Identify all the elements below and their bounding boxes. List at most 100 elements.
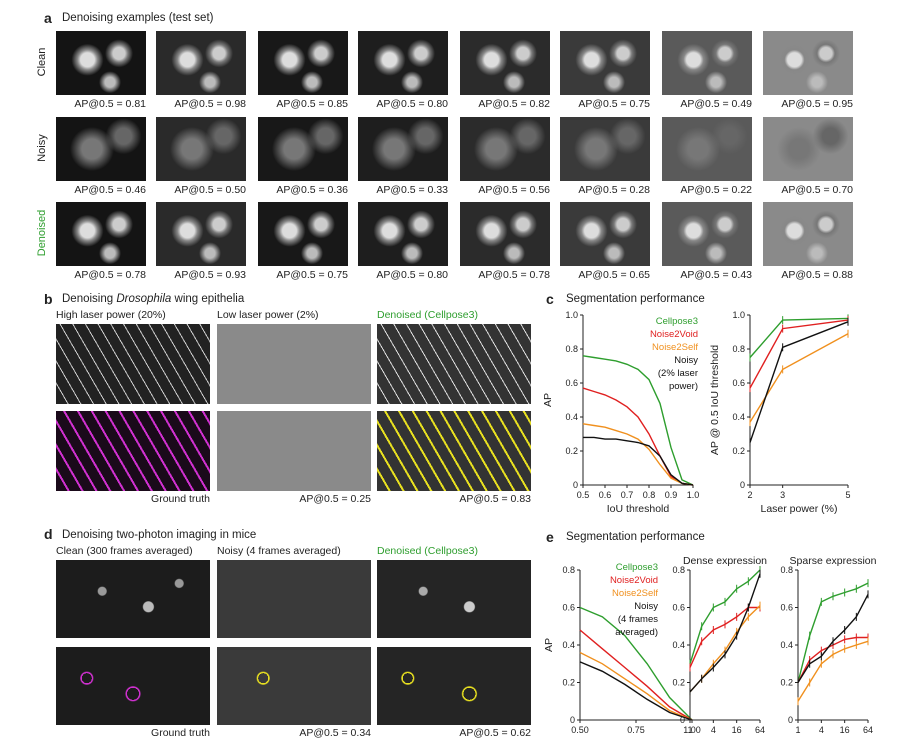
- panel-d-caption-1: Ground truth: [151, 727, 210, 739]
- chart-e-sparse-xtick-label-2: 16: [840, 725, 850, 735]
- chart-c-laser-ylabel: AP @ 0.5 IoU threshold: [709, 345, 721, 455]
- chart-c-iou-xtick-label-3: 0.8: [643, 490, 656, 500]
- panel-a-image-r1-c3: [358, 117, 448, 181]
- chart-e-iou-ytick-label-1: 0.2: [562, 678, 575, 688]
- chart-c-iou-ytick-label-3: 0.6: [565, 378, 578, 388]
- panel-e-letter: e: [546, 529, 554, 545]
- panel-a-ap-r0-c5: AP@0.5 = 0.75: [578, 98, 650, 110]
- panel-a-ap-r1-c2: AP@0.5 = 0.36: [276, 184, 348, 196]
- mouse-denoised-image: [377, 560, 531, 638]
- mouse-denoised-segmentation-overlay: [377, 647, 531, 725]
- wing-denoised-segmentation-overlay: [377, 411, 531, 491]
- panel-d-letter: d: [44, 526, 53, 542]
- panel-a-ap-r2-c7: AP@0.5 = 0.88: [781, 269, 853, 281]
- mouse-clean-image: [56, 560, 210, 638]
- wing-noisy-segmentation-overlay: [217, 411, 371, 491]
- chart-e-iou-series-0-line: [579, 606, 693, 721]
- chart-e-legend-0: Cellpose3: [616, 562, 658, 573]
- panel-a-row-label-2: Denoised: [36, 209, 48, 257]
- panel-a-row-label-0: Clean: [36, 47, 48, 77]
- chart-c-laser-ytick-label-2: 0.4: [732, 412, 745, 422]
- panel-b-title: Denoising Drosophila wing epithelia: [62, 293, 244, 305]
- chart-c-iou-xtick-label-5: 1.0: [687, 490, 700, 500]
- panel-a-image-r0-c7: [763, 31, 853, 95]
- chart-e-sparse-ytick-label-0: 0: [788, 715, 793, 725]
- panel-a-ap-r0-c1: AP@0.5 = 0.98: [174, 98, 246, 110]
- panel-a-image-r1-c4: [460, 117, 550, 181]
- panel-a-title: Denoising examples (test set): [62, 12, 214, 24]
- chart-e-dense-xtick-label-1: 4: [711, 725, 716, 735]
- panel-a-image-r0-c5: [560, 31, 650, 95]
- panel-a-image-r2-c6: [662, 202, 752, 266]
- panel-a-image-r1-c0: [56, 117, 146, 181]
- chart-c-laser-ytick-label-4: 0.8: [732, 344, 745, 354]
- chart-e-sparse-xtick-label-3: 64: [863, 725, 873, 735]
- chart-e-dense-xtick-label-0: 1: [687, 725, 692, 735]
- chart-c-laser-series-2-line: [749, 333, 849, 423]
- panel-a-image-r2-c3: [358, 202, 448, 266]
- chart-e-iou-ytick-label-0: 0: [570, 715, 575, 725]
- chart-c-iou-series-0-line: [582, 355, 694, 486]
- chart-c-iou-ytick-label-2: 0.4: [565, 412, 578, 422]
- panel-a-image-r1-c1: [156, 117, 246, 181]
- chart-c-iou-series-1-line: [582, 387, 694, 486]
- panel-a-ap-r0-c3: AP@0.5 = 0.80: [376, 98, 448, 110]
- mouse-noisy-image: [217, 560, 371, 638]
- chart-e-iou-xtick-label-1: 0.75: [627, 725, 645, 735]
- panel-a-letter: a: [44, 10, 52, 26]
- panel-a-image-r2-c0: [56, 202, 146, 266]
- panel-b-title-pre: Denoising: [62, 293, 117, 305]
- chart-c-iou-series-3-line: [583, 436, 694, 486]
- chart-e-dense-xtick-label-2: 16: [732, 725, 742, 735]
- chart-e-legend-3: Noisy: [634, 601, 658, 612]
- panel-a-image-r1-c2: [258, 117, 348, 181]
- panel-b-caption-2: AP@0.5 = 0.25: [299, 493, 371, 505]
- chart-c-iou-xtick-label-2: 0.7: [621, 490, 634, 500]
- chart-e-iou-series-2-line: [579, 651, 693, 721]
- chart-e-iou-series-1-line: [579, 629, 693, 721]
- chart-c-legend-0: Cellpose3: [656, 316, 698, 327]
- panel-e-charts: 0 0.2 0.4 0.6 0.8 0.50 0.75 1.00 AP Cellpose3 Nois…: [543, 555, 877, 735]
- mouse-ground-truth-overlay: [56, 647, 210, 725]
- panel-d-caption-2: AP@0.5 = 0.34: [299, 727, 371, 739]
- panel-a-ap-r2-c1: AP@0.5 = 0.93: [174, 269, 246, 281]
- panel-a-image-r2-c5: [560, 202, 650, 266]
- panel-a-ap-r0-c0: AP@0.5 = 0.81: [74, 98, 146, 110]
- chart-e-iou-xtick-label-0: 0.50: [571, 725, 589, 735]
- panel-a-ap-r1-c4: AP@0.5 = 0.56: [478, 184, 550, 196]
- panel-a-ap-r1-c5: AP@0.5 = 0.28: [578, 184, 650, 196]
- chart-e-sparse-xtick-label-1: 4: [819, 725, 824, 735]
- panel-b-col-title-1: High laser power (20%): [56, 309, 166, 321]
- panel-a-image-r0-c6: [662, 31, 752, 95]
- panel-a-image-r0-c1: [156, 31, 246, 95]
- wing-denoised-image: [377, 324, 531, 404]
- panel-d-col-title-1: Clean (300 frames averaged): [56, 545, 193, 557]
- panel-c-letter: c: [546, 291, 554, 307]
- wing-high-laser-image: [56, 324, 210, 404]
- panel-a-image-r0-c3: [358, 31, 448, 95]
- panel-a-image-r1-c6: [662, 117, 752, 181]
- chart-e-dense-ytick-label-1: 0.2: [672, 678, 685, 688]
- panel-a-ap-r2-c4: AP@0.5 = 0.78: [478, 269, 550, 281]
- chart-e-dense-ytick-label-0: 0: [680, 715, 685, 725]
- panel-b-col-title-3: Denoised (Cellpose3): [377, 309, 478, 321]
- panel-d-col-title-2: Noisy (4 frames averaged): [217, 545, 341, 557]
- panel-a-ap-r2-c3: AP@0.5 = 0.80: [376, 269, 448, 281]
- panel-a-ap-r2-c6: AP@0.5 = 0.43: [680, 269, 752, 281]
- chart-c-laser-series-0-line: [749, 317, 849, 358]
- chart-c-iou-ytick-label-0: 0: [573, 480, 578, 490]
- chart-e-sparse-ytick-label-2: 0.4: [780, 640, 793, 650]
- panel-a-image-r0-c4: [460, 31, 550, 95]
- chart-e-sparse-ytick-label-3: 0.6: [780, 603, 793, 613]
- panel-b-letter: b: [44, 291, 53, 307]
- panel-a-ap-r0-c4: AP@0.5 = 0.82: [478, 98, 550, 110]
- panel-a-image-r0-c2: [258, 31, 348, 95]
- panel-d-col-title-3: Denoised (Cellpose3): [377, 545, 478, 557]
- panel-a-ap-r1-c0: AP@0.5 = 0.46: [74, 184, 146, 196]
- chart-e-dense-ytick-label-4: 0.8: [672, 565, 685, 575]
- chart-e-dense-ytick-label-2: 0.4: [672, 640, 685, 650]
- panel-b-title-post: wing epithelia: [171, 293, 245, 305]
- chart-c-legend-1: Noise2Void: [650, 329, 698, 340]
- chart-c-legend-2: Noise2Self: [652, 342, 698, 353]
- chart-c-iou-xtick-label-4: 0.9: [665, 490, 678, 500]
